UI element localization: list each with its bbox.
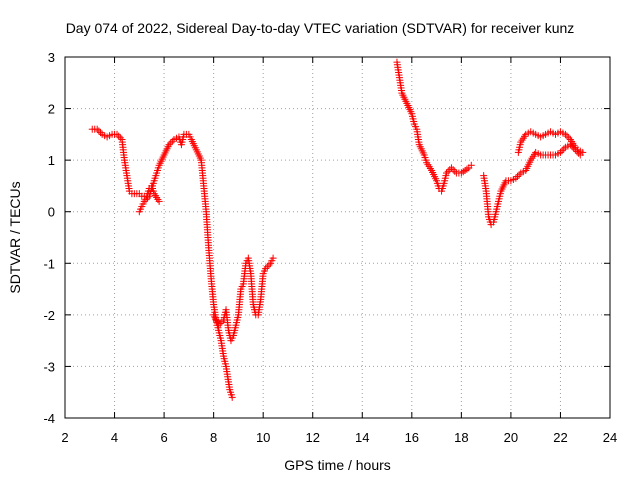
x-tick-label: 14 [355, 430, 369, 445]
y-tick-label: -3 [43, 359, 55, 374]
y-tick-label: 3 [48, 50, 55, 65]
data-point-marker [467, 161, 475, 169]
data-point-marker [563, 132, 571, 140]
data-point-marker [565, 134, 573, 142]
x-tick-label: 8 [210, 430, 217, 445]
data-point-marker [168, 137, 176, 145]
data-point-marker [444, 167, 452, 175]
data-point-marker [144, 194, 152, 202]
x-tick-label: 2 [61, 430, 68, 445]
x-tick-label: 12 [305, 430, 319, 445]
data-point-marker [447, 164, 455, 172]
data-point-marker [262, 264, 270, 272]
data-point-marker [579, 148, 587, 156]
data-point-marker [449, 166, 457, 174]
x-tick-label: 4 [111, 430, 118, 445]
data-point-marker [142, 196, 150, 204]
x-tick-label: 20 [504, 430, 518, 445]
data-point-marker [443, 169, 450, 177]
data-point-marker [263, 263, 271, 271]
data-points [88, 58, 587, 401]
y-tick-label: -1 [43, 256, 55, 271]
y-tick-label: 1 [48, 153, 55, 168]
x-axis-ticks: 2 4 6 8 10 12 14 16 18 20 22 24 [61, 57, 617, 445]
data-point-marker [514, 172, 522, 180]
x-tick-label: 22 [553, 430, 567, 445]
data-point-marker [218, 318, 226, 326]
data-point-marker [215, 321, 223, 329]
y-axis-label: SDTVAR / TECUs [7, 181, 23, 293]
x-axis-label: GPS time / hours [284, 457, 391, 473]
x-tick-label: 6 [160, 430, 167, 445]
plot-frame [64, 56, 611, 419]
y-tick-label: 2 [48, 102, 55, 117]
x-tick-label: 10 [256, 430, 270, 445]
data-point-marker [560, 145, 568, 153]
y-tick-label: -2 [43, 308, 55, 323]
data-point-marker [561, 130, 569, 138]
x-tick-label: 24 [603, 430, 617, 445]
y-axis-ticks: -4 -3 -2 -1 0 1 2 3 [43, 50, 610, 426]
data-point-marker [556, 148, 564, 156]
data-point-marker [228, 393, 236, 401]
data-point-marker [512, 174, 520, 182]
data-point-marker [95, 127, 103, 135]
data-point-marker [115, 132, 123, 140]
data-point-marker [265, 261, 273, 269]
y-tick-label: 0 [48, 205, 55, 220]
data-point-marker [167, 139, 175, 147]
data-point-marker [155, 197, 163, 205]
data-point-marker [558, 147, 566, 155]
data-point-marker [116, 134, 124, 142]
data-point-marker [113, 130, 121, 138]
data-point-marker [140, 197, 148, 205]
chart-title: Day 074 of 2022, Sidereal Day-to-day VTE… [66, 20, 575, 36]
x-tick-label: 16 [405, 430, 419, 445]
x-tick-label: 18 [454, 430, 468, 445]
data-point-marker [269, 254, 277, 262]
data-point-marker [451, 167, 459, 175]
data-point-marker [165, 141, 173, 149]
data-point-marker [216, 319, 224, 327]
y-tick-label: -4 [43, 411, 55, 426]
data-point-marker [515, 171, 523, 179]
data-point-marker [93, 125, 101, 133]
data-point-marker [97, 129, 105, 137]
grid [65, 57, 610, 418]
